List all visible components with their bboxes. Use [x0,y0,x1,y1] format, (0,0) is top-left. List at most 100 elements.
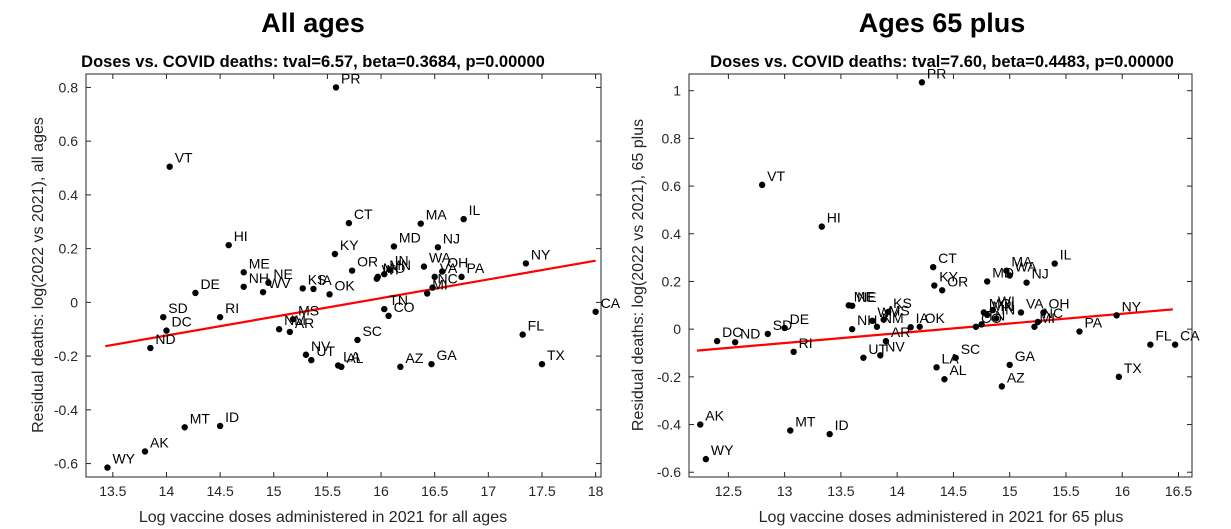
data-point-ri [790,348,797,356]
point-label-ne: NE [273,266,292,282]
point-label-ar: AR [295,315,314,331]
data-point-wa [1006,272,1013,279]
point-label-nd: ND [155,331,175,347]
data-point-in [993,315,1000,322]
point-label-wi: WI [998,293,1015,309]
regression-line [696,308,1173,352]
point-label-ct: CT [938,250,957,266]
point-label-az: AZ [1007,369,1025,385]
point-label-pa: PA [1084,315,1102,331]
data-point-pr [918,79,926,86]
data-point-nd [147,344,154,352]
point-label-ri: RI [799,335,813,351]
data-point-ny [1113,312,1120,319]
point-label-tx: TX [547,347,566,363]
panel-subtitle: Doses vs. COVID deaths: tval=7.60, beta=… [710,53,1174,71]
data-point-vt [166,163,173,170]
point-label-mn: MN [389,257,411,273]
data-point-ga [1006,361,1013,369]
point-label-me: ME [249,255,270,271]
data-point-az [397,363,404,371]
point-label-ia: IA [916,310,930,326]
point-label-ri: RI [225,300,239,316]
data-point-ct [345,219,353,227]
point-label-ms: MS [889,303,910,319]
x-tick-label: 14 [159,483,175,499]
point-label-mi: MI [1039,310,1055,326]
y-tick-label: 0.6 [59,133,79,149]
point-label-nj: NJ [1032,266,1049,282]
point-label-ia: IA [318,272,332,288]
point-label-sc: SC [362,323,381,339]
point-label-pr: PR [341,70,360,86]
data-point-wy [104,464,111,471]
data-point-ia [310,285,317,293]
data-point-ak [141,448,149,455]
point-label-ks: KS [893,295,912,311]
point-label-nv: NV [311,338,331,354]
y-tick-label: -0.2 [657,369,681,385]
data-point-sd [160,313,167,321]
point-label-nh: NH [857,312,877,328]
data-point-ri [216,313,224,321]
x-axis-label: Log vaccine doses administered in 2021 f… [759,509,1124,526]
data-point-mt [181,424,188,431]
all-ages-panel: All ages Doses vs. COVID deaths: tval=6.… [30,8,621,526]
data-point-va [431,273,438,281]
point-label-ky: KY [939,269,958,285]
point-label-ne: NE [857,289,876,305]
x-tick-label: 18 [588,483,604,499]
data-point-or [348,267,356,274]
data-point-in [386,266,393,273]
point-label-ca: CA [601,295,621,311]
point-label-dc: DC [171,314,191,330]
point-label-wa: WA [1015,259,1038,275]
data-point-ms [880,316,887,323]
data-point-al [941,376,948,383]
data-point-wi [989,306,997,314]
point-label-nj: NJ [443,230,460,246]
plot-area [688,73,1193,478]
data-point-va [1017,309,1025,316]
point-label-la: LA [942,350,960,366]
data-point-mn [381,270,388,278]
data-point-ca [592,308,599,315]
x-tick-label: 16.5 [421,483,448,499]
data-point-ks [884,308,892,316]
data-point-pa [458,273,465,281]
point-label-ky: KY [340,237,359,253]
data-point-nh [848,325,856,333]
point-label-fl: FL [528,318,545,334]
point-label-ar: AR [891,324,910,340]
point-label-nc: NC [1043,305,1063,321]
x-tick-label: 17.5 [528,483,555,499]
point-label-ak: AK [150,434,169,450]
data-point-wy [702,455,710,463]
point-label-co: CO [394,299,415,315]
x-tick-label: 15.5 [314,483,341,499]
point-label-hi: HI [234,228,248,244]
point-label-va: VA [1026,295,1044,311]
point-label-or: OR [357,254,378,270]
point-label-ok: OK [335,277,356,293]
data-point-co [972,323,980,330]
point-label-ok: OK [925,310,946,326]
point-label-va: VA [440,260,458,276]
point-label-nv: NV [885,338,905,354]
data-point-mn [983,311,991,319]
data-point-vt [758,181,766,189]
point-label-ma: MA [1011,254,1033,270]
point-label-vt: VT [767,168,785,184]
data-point-nv [302,351,310,358]
data-point-fl [519,331,526,338]
panel-title: Ages 65 plus [859,8,1026,38]
data-point-ks [299,285,306,292]
data-point-or [938,287,946,294]
data-point-wv [259,288,267,296]
point-label-az: AZ [405,350,423,366]
data-point-nc [429,284,436,291]
x-tick-label: 13 [777,483,793,499]
y-tick-label: -0.6 [657,464,681,480]
y-tick-label: 0 [673,321,681,337]
point-label-co: CO [981,310,1002,326]
